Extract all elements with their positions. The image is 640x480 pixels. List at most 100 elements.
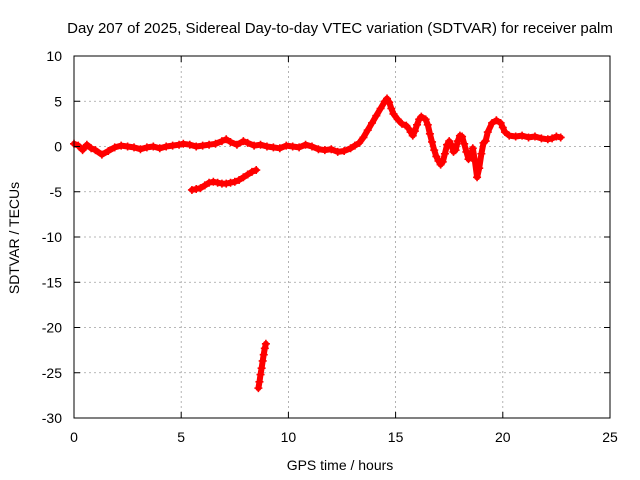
data-point <box>257 364 266 373</box>
y-tick-label: -5 <box>50 184 63 200</box>
y-tick-labels: -30 -25 -20 -15 -10 -5 0 5 10 <box>42 48 62 426</box>
data-point <box>226 178 235 187</box>
data-point <box>470 156 479 165</box>
data-point <box>498 123 507 132</box>
data-point <box>440 149 449 158</box>
data-point <box>205 178 214 187</box>
series-layer <box>70 94 565 393</box>
data-point <box>222 179 231 188</box>
y-tick-label: -30 <box>42 410 62 426</box>
data-point <box>262 142 271 151</box>
data-point <box>340 147 349 156</box>
data-point <box>255 377 264 386</box>
series-band <box>188 167 260 193</box>
data-point <box>346 144 355 153</box>
data-point <box>477 149 486 158</box>
y-axis-label: SDTVAR / TECUs <box>6 182 22 294</box>
data-point <box>417 112 426 121</box>
data-point <box>301 140 310 149</box>
data-point <box>537 134 546 143</box>
y-tick-label: 10 <box>46 48 62 64</box>
data-point <box>247 167 256 176</box>
x-tick-label: 15 <box>388 429 404 445</box>
data-point <box>376 104 385 113</box>
data-point <box>530 132 539 141</box>
data-point <box>243 170 252 179</box>
y-tick-label: 5 <box>54 93 62 109</box>
data-point <box>355 138 364 147</box>
data-point <box>250 141 259 150</box>
axis-ticks <box>73 55 611 419</box>
data-point <box>430 146 439 155</box>
y-tick-label: -20 <box>42 320 62 336</box>
x-tick-labels: 0 5 10 15 20 25 <box>70 429 618 445</box>
data-point <box>483 128 492 137</box>
data-point <box>275 144 284 153</box>
data-point <box>320 146 329 155</box>
data-point <box>350 141 359 150</box>
data-point <box>259 350 268 359</box>
data-point <box>363 126 372 135</box>
data-point <box>149 142 158 151</box>
data-point <box>82 140 91 149</box>
data-point <box>496 118 505 127</box>
series-2 <box>254 339 270 393</box>
data-point <box>511 132 520 141</box>
data-point <box>413 120 422 129</box>
chart-title: Day 207 of 2025, Sidereal Day-to-day VTE… <box>67 20 613 37</box>
data-point <box>239 137 248 146</box>
data-point <box>372 111 381 120</box>
data-point <box>389 109 398 118</box>
data-point <box>104 147 113 156</box>
y-tick-label: -10 <box>42 229 62 245</box>
data-point <box>505 131 514 140</box>
data-point <box>475 164 484 173</box>
x-tick-label: 0 <box>70 429 78 445</box>
data-point <box>136 145 145 154</box>
data-point <box>209 177 218 186</box>
series-1 <box>187 166 261 194</box>
data-point <box>438 157 447 166</box>
data-point <box>359 133 368 142</box>
data-point <box>518 131 527 140</box>
x-tick-label: 10 <box>281 429 297 445</box>
data-point <box>252 166 261 175</box>
data-point <box>314 145 323 154</box>
data-point <box>327 145 336 154</box>
data-point <box>481 137 490 146</box>
data-point <box>432 152 441 161</box>
data-point <box>368 118 377 127</box>
data-point <box>196 184 205 193</box>
data-point <box>230 177 239 186</box>
data-point <box>451 146 460 155</box>
data-point <box>213 178 222 187</box>
data-point <box>187 185 196 194</box>
data-point <box>307 142 316 151</box>
data-point <box>258 356 267 365</box>
data-point <box>239 173 248 182</box>
x-tick-label: 5 <box>177 429 185 445</box>
y-tick-label: -15 <box>42 274 62 290</box>
data-point <box>447 140 456 149</box>
data-point <box>256 370 265 379</box>
data-point <box>217 137 226 146</box>
data-point <box>260 344 269 353</box>
data-point <box>398 119 407 128</box>
data-point <box>254 384 263 393</box>
data-point <box>333 147 342 156</box>
data-point <box>91 146 100 155</box>
data-point <box>468 144 477 153</box>
data-point <box>488 118 497 127</box>
data-point <box>410 127 419 136</box>
data-point <box>393 115 402 124</box>
series-0 <box>70 94 565 182</box>
data-point <box>200 181 209 190</box>
x-tick-label: 25 <box>602 429 618 445</box>
data-point <box>97 150 106 159</box>
data-point <box>288 142 297 151</box>
data-point <box>232 140 241 149</box>
data-point <box>385 98 394 107</box>
data-point <box>78 146 87 155</box>
data-point <box>110 143 119 152</box>
